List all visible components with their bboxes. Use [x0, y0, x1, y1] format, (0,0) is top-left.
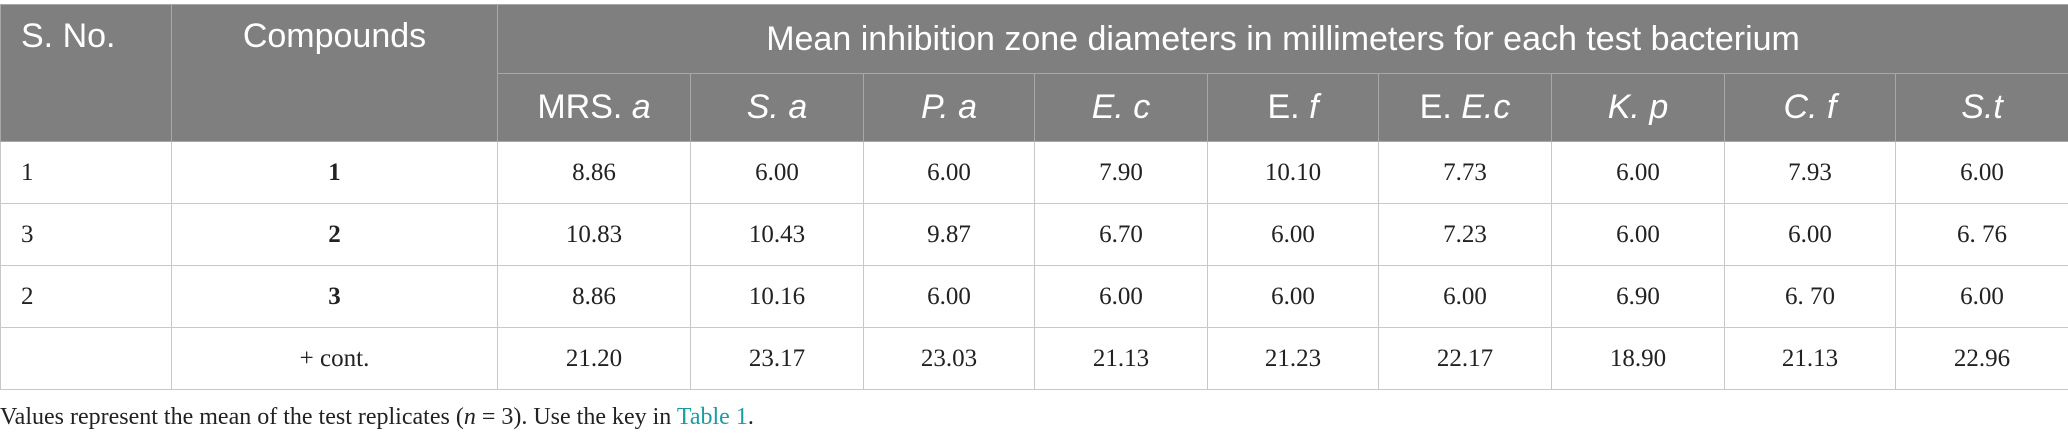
cell: 22.96	[1894, 327, 2068, 390]
cell: 23.17	[690, 327, 864, 390]
cell: 7.93	[1724, 141, 1896, 204]
data-table: S. No. Compounds Mean inhibition zone diam…	[0, 4, 2068, 390]
footnote-text: Values represent the mean of the test re…	[0, 404, 464, 430]
cell: 10.43	[690, 203, 864, 266]
cell: 6.90	[1551, 265, 1725, 328]
cell: 6.00	[1894, 141, 2068, 204]
cell: 3	[0, 203, 172, 266]
cell: 8.86	[497, 141, 691, 204]
header-cell: S. No.	[0, 4, 172, 142]
link[interactable]: Table 1	[676, 404, 748, 430]
cell: 7.90	[1034, 141, 1208, 204]
header-text: E.	[1267, 88, 1310, 126]
cell: 1	[0, 141, 172, 204]
cell: 7.23	[1378, 203, 1552, 266]
cell: 6.00	[1894, 265, 2068, 328]
header-cell: Compounds	[171, 4, 498, 142]
table-row: 2 3 8.86 10.16 6.00 6.00 6.00 6.00 6.90 6. 70 6.00	[0, 265, 2068, 328]
cell: 23.03	[863, 327, 1035, 390]
header-text: MRS.	[537, 88, 632, 126]
cell: 6.00	[1034, 265, 1208, 328]
cell: 2	[0, 265, 172, 328]
cell: 8.86	[497, 265, 691, 328]
cell: 18.90	[1551, 327, 1725, 390]
header-text: P. a	[920, 88, 978, 126]
cell: 6.00	[1724, 203, 1896, 266]
cell: 6.70	[1034, 203, 1208, 266]
cell: 9.87	[863, 203, 1035, 266]
cell: 6.00	[1378, 265, 1552, 328]
cell	[0, 327, 172, 390]
column-header: MRS. a	[497, 73, 691, 142]
cell: 6.00	[1551, 203, 1725, 266]
table-row: 3 2 10.83 10.43 9.87 6.70 6.00 7.23 6.00 6.00 6. 7…	[0, 203, 2068, 266]
cell-text: 1	[21, 158, 34, 186]
column-header: S.t	[1894, 73, 2068, 142]
footnote: Values represent the mean of the test re…	[0, 404, 754, 431]
column-header: K. p	[1551, 73, 1725, 142]
column-header: E. E.c	[1378, 73, 1552, 142]
cell: 21.23	[1207, 327, 1379, 390]
header-text: E.c	[1461, 88, 1511, 126]
header-text: K. p	[1607, 88, 1669, 126]
header-row: S. No. Compounds Mean inhibition zone diam…	[0, 4, 2068, 142]
cell: 3	[171, 265, 498, 328]
cell: 6.00	[690, 141, 864, 204]
footnote-text: = 3). Use the key in	[475, 404, 677, 430]
cell: 10.83	[497, 203, 691, 266]
cell: 6.00	[1551, 141, 1725, 204]
cell: 22.17	[1378, 327, 1552, 390]
header-text: E. c	[1091, 88, 1151, 126]
cell: + cont.	[171, 327, 498, 390]
table-row: 1 1 8.86 6.00 6.00 7.90 10.10 7.73 6.00 7.93 6.00	[0, 141, 2068, 204]
column-header: S. a	[690, 73, 864, 142]
header-text: a	[631, 88, 651, 126]
header-text: C. f	[1783, 88, 1837, 126]
footnote-text: .	[747, 404, 754, 430]
column-header: C. f	[1724, 73, 1896, 142]
table-body: 1 1 8.86 6.00 6.00 7.90 10.10 7.73 6.00 7.93 6.00 3…	[0, 141, 2068, 390]
cell: 2	[171, 203, 498, 266]
header-text: S. a	[746, 88, 808, 126]
cell: 6. 76	[1894, 203, 2068, 266]
cell: 6.00	[863, 141, 1035, 204]
cell: 21.20	[497, 327, 691, 390]
table-header: S. No. Compounds Mean inhibition zone diam…	[0, 4, 2068, 142]
header-text: E.	[1419, 88, 1462, 126]
cell-text: 3	[21, 220, 34, 248]
cell: 6.00	[1207, 265, 1379, 328]
cell: 21.13	[1034, 327, 1208, 390]
header-row: MRS. a S. a P. a E. c E. f E. E.c K. p C. f S.t	[1, 73, 2068, 142]
cell-text: 2	[21, 282, 34, 310]
cell: 7.73	[1378, 141, 1552, 204]
cell: 10.10	[1207, 141, 1379, 204]
cell: 1	[171, 141, 498, 204]
footnote-text: n	[463, 404, 476, 430]
column-header: E. c	[1034, 73, 1208, 142]
cell: 21.13	[1724, 327, 1896, 390]
cell: 6. 70	[1724, 265, 1896, 328]
table-row: + cont. 21.20 23.17 23.03 21.13 21.23 22.17 18.…	[0, 327, 2068, 390]
header-text: S.t	[1961, 88, 2003, 126]
column-header: E. f	[1207, 73, 1379, 142]
cell: 10.16	[690, 265, 864, 328]
header-text: f	[1309, 88, 1319, 126]
cell: 6.00	[863, 265, 1035, 328]
header-cell: Mean inhibition zone diameters in millim…	[496, 4, 2068, 74]
column-header: P. a	[863, 73, 1035, 142]
cell: 6.00	[1207, 203, 1379, 266]
